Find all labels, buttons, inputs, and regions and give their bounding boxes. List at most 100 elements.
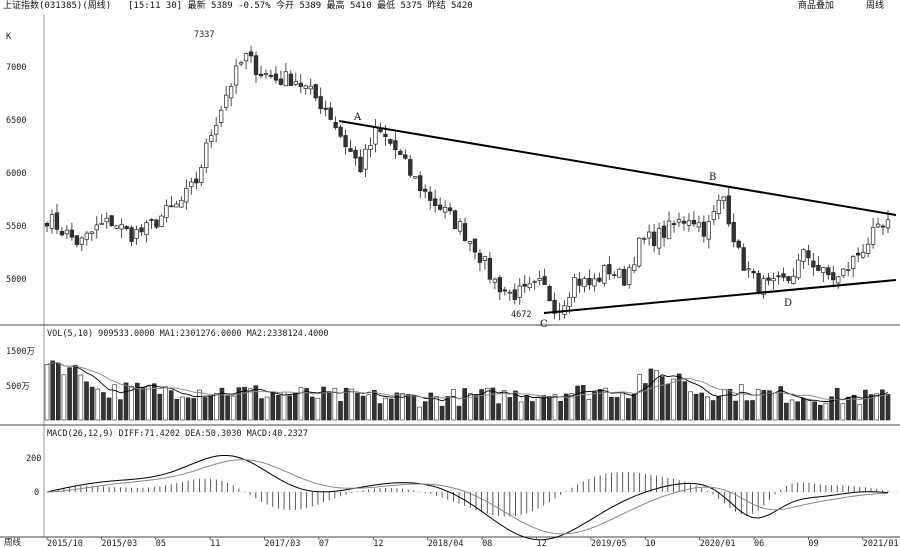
volume-bar xyxy=(151,383,157,421)
candle xyxy=(846,262,851,277)
volume-bar xyxy=(197,389,202,421)
candle xyxy=(363,144,368,177)
candle xyxy=(875,217,881,229)
max-price-label: 7337 xyxy=(194,30,214,40)
candle xyxy=(129,225,134,246)
candle xyxy=(248,45,254,63)
y-tick-5000: 5000 xyxy=(6,275,26,285)
volume-bar xyxy=(112,384,118,421)
period-button[interactable]: 周线 xyxy=(866,1,885,11)
candle xyxy=(89,231,94,241)
candle xyxy=(79,236,84,252)
volume-bar xyxy=(434,396,439,421)
quote-line: [15:11 30] 最新 5389 -0.57% 今开 5389 最高 541… xyxy=(128,1,473,11)
volume-bar xyxy=(44,364,50,421)
volume-bar xyxy=(710,400,716,421)
candle xyxy=(423,184,428,199)
volume-bar xyxy=(733,400,738,421)
volume-bar xyxy=(394,392,400,421)
volume-bar xyxy=(513,390,518,421)
candle xyxy=(796,253,801,280)
candle xyxy=(836,275,841,289)
volume-bar xyxy=(592,391,597,421)
candle xyxy=(472,238,478,260)
volume-bar xyxy=(321,386,326,421)
candle xyxy=(338,124,343,139)
x-tick-label: 11 xyxy=(210,539,220,547)
volume-bar xyxy=(620,391,626,421)
volume-bar xyxy=(750,400,755,421)
candle xyxy=(786,276,791,284)
volume-bar xyxy=(163,386,168,421)
candle xyxy=(865,237,871,258)
candle xyxy=(174,200,179,208)
volume-bar xyxy=(761,390,767,421)
x-tick-label: 12 xyxy=(536,539,546,547)
candle xyxy=(661,220,667,247)
candle xyxy=(59,227,65,237)
volume-bar xyxy=(530,401,535,421)
volume-bar xyxy=(490,387,496,421)
volume-bars xyxy=(44,360,891,421)
volume-bar xyxy=(219,387,225,421)
x-tick-label: 06 xyxy=(754,539,764,547)
candle xyxy=(756,270,761,295)
candle xyxy=(597,272,602,283)
volume-bar xyxy=(253,385,259,421)
trendline-lower xyxy=(543,279,897,314)
candle xyxy=(502,286,507,296)
volume-bar xyxy=(834,388,840,421)
volume-bar xyxy=(343,387,349,421)
candle xyxy=(716,194,721,219)
x-tick-label: 12 xyxy=(373,539,383,547)
candle xyxy=(651,223,657,253)
candle xyxy=(283,62,289,87)
overlay-button[interactable]: 商品叠加 xyxy=(798,1,835,11)
candle xyxy=(776,271,781,285)
candle xyxy=(199,164,204,187)
candle xyxy=(353,146,358,166)
volume-bar xyxy=(400,393,405,421)
candle xyxy=(547,284,552,302)
volume-bar xyxy=(767,390,772,421)
candle xyxy=(681,216,687,231)
candle xyxy=(592,273,597,292)
volume-tick-1500: 1500万 xyxy=(6,347,35,357)
volume-bar xyxy=(405,394,411,421)
candle xyxy=(64,225,70,240)
candle xyxy=(54,203,60,235)
candle xyxy=(726,186,731,227)
candle xyxy=(497,275,502,301)
volume-bar xyxy=(699,392,705,421)
volume-bar xyxy=(874,393,880,421)
x-tick-label: 2015/10 xyxy=(47,539,83,547)
candle xyxy=(179,196,184,209)
candle xyxy=(298,74,303,94)
candle xyxy=(492,277,498,290)
y-tick-6500: 6500 xyxy=(6,116,26,126)
macd-dea-line xyxy=(46,459,889,535)
x-tick-label: 09 xyxy=(808,539,818,547)
volume-bar xyxy=(287,395,293,421)
volume-bar xyxy=(468,393,473,421)
candle xyxy=(831,265,836,288)
volume-bar xyxy=(484,387,490,421)
candle xyxy=(49,209,55,234)
candle xyxy=(671,220,677,233)
candle xyxy=(398,149,403,155)
candlestick-series xyxy=(44,45,891,321)
volume-bar xyxy=(806,398,812,421)
volume-bar xyxy=(648,368,654,421)
volume-bar xyxy=(315,397,321,421)
candle xyxy=(273,66,279,84)
candle xyxy=(477,249,483,272)
volume-bar xyxy=(422,401,428,421)
volume-bar xyxy=(349,388,355,421)
candle xyxy=(855,247,861,262)
candle xyxy=(204,138,209,174)
candle xyxy=(746,261,751,278)
candle xyxy=(114,224,119,230)
volume-bar xyxy=(338,401,343,421)
volume-bar xyxy=(817,404,823,421)
